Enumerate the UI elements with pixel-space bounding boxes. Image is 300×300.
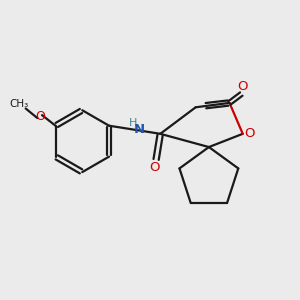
Text: CH₃: CH₃	[9, 99, 28, 110]
Text: O: O	[35, 110, 45, 123]
Text: O: O	[238, 80, 248, 93]
Text: O: O	[149, 161, 160, 174]
Text: O: O	[244, 127, 254, 140]
Text: N: N	[134, 123, 145, 136]
Text: H: H	[129, 118, 137, 128]
